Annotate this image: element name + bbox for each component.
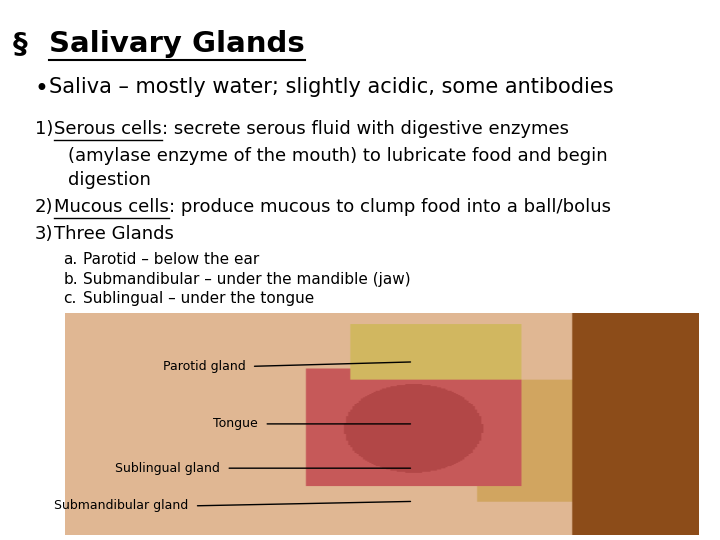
Text: Salivary Glands: Salivary Glands bbox=[49, 30, 305, 58]
Text: 2): 2) bbox=[35, 198, 53, 216]
Text: Submandibular gland: Submandibular gland bbox=[54, 500, 189, 512]
Text: Three Glands: Three Glands bbox=[54, 225, 174, 243]
Text: Tongue: Tongue bbox=[213, 417, 258, 430]
Text: Saliva – mostly water; slightly acidic, some antibodies: Saliva – mostly water; slightly acidic, … bbox=[49, 77, 613, 97]
Text: Serous cells: Serous cells bbox=[54, 120, 162, 138]
Text: Sublingual – under the tongue: Sublingual – under the tongue bbox=[83, 291, 314, 306]
Text: Submandibular – under the mandible (jaw): Submandibular – under the mandible (jaw) bbox=[83, 272, 410, 287]
Text: •: • bbox=[35, 77, 48, 100]
Text: Parotid – below the ear: Parotid – below the ear bbox=[83, 252, 259, 267]
Text: a.: a. bbox=[63, 252, 78, 267]
Text: : produce mucous to clump food into a ball/bolus: : produce mucous to clump food into a ba… bbox=[169, 198, 611, 216]
Text: b.: b. bbox=[63, 272, 78, 287]
Text: Parotid gland: Parotid gland bbox=[163, 360, 246, 373]
Text: Sublingual gland: Sublingual gland bbox=[115, 462, 220, 475]
Text: Mucous cells: Mucous cells bbox=[54, 198, 169, 216]
Text: 3): 3) bbox=[35, 225, 53, 243]
Text: digestion: digestion bbox=[68, 171, 151, 189]
Text: (amylase enzyme of the mouth) to lubricate food and begin: (amylase enzyme of the mouth) to lubrica… bbox=[68, 147, 608, 165]
Text: : secrete serous fluid with digestive enzymes: : secrete serous fluid with digestive en… bbox=[162, 120, 569, 138]
Text: §: § bbox=[13, 30, 27, 58]
Text: c.: c. bbox=[63, 291, 77, 306]
Text: 1): 1) bbox=[35, 120, 53, 138]
